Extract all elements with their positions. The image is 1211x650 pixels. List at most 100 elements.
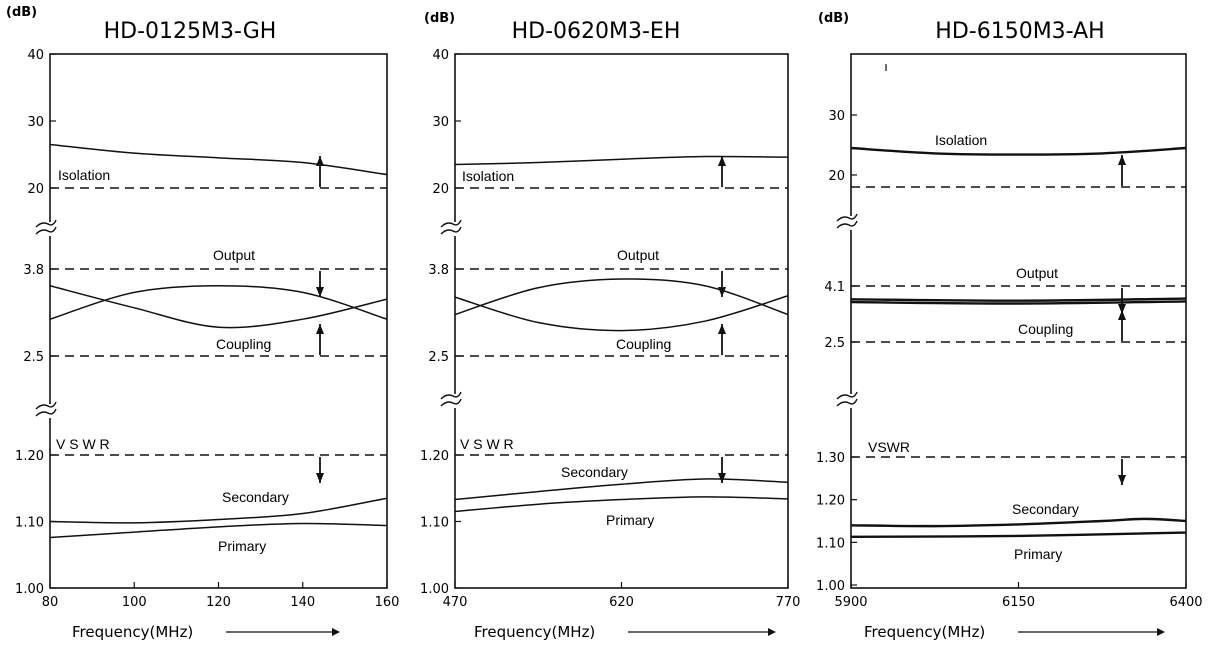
- series-line-vswr-primary: [49, 522, 388, 539]
- y-tick-label: 1.10: [420, 516, 449, 531]
- axis-break-mark: [440, 398, 462, 407]
- axis-break-mark: [440, 226, 462, 235]
- chart-hd-0125m3-gh: (dB) HD-0125M3-GH 80 100 120 140 160 Frequency(…: [6, 5, 399, 641]
- spec-arrow-up-head: [316, 324, 324, 334]
- series-line-vswr-primary: [850, 531, 1187, 538]
- y-tick-label: 30: [432, 115, 449, 130]
- x-axis-arrow-head: [1157, 628, 1165, 636]
- chart-hd-0620m3-eh: (dB) HD-0620M3-EH 470 620 770 Frequency(MHz) 4…: [420, 11, 800, 641]
- spec-arrow-up-head: [1118, 155, 1126, 165]
- y-tick-label: 40: [432, 48, 449, 63]
- y-tick-label: 20: [828, 169, 845, 184]
- axis-break-mark: [35, 401, 57, 410]
- unit-label: (dB): [818, 11, 849, 26]
- spec-arrow-up-head: [1118, 310, 1126, 320]
- x-axis-label: Frequency(MHz): [474, 623, 595, 641]
- series-label-output: Output: [617, 247, 659, 263]
- x-tick-label: 5900: [834, 595, 867, 610]
- spec-arrow-down-head: [1118, 475, 1126, 485]
- x-axis-arrow-head: [768, 628, 776, 636]
- series-line-coupling-output: [49, 285, 388, 329]
- series-label-primary: Primary: [606, 512, 654, 528]
- y-tick-label: 1.30: [816, 451, 845, 466]
- series-label-isolation: Isolation: [462, 168, 514, 184]
- y-tick-label: 2.5: [824, 336, 845, 351]
- spec-arrow-down-head: [316, 287, 324, 297]
- y-tick-label: 3.8: [428, 263, 449, 278]
- series-line-coupling-coupling: [454, 278, 789, 316]
- series-label-output: Output: [1016, 265, 1058, 281]
- spec-arrow-up-head: [316, 156, 324, 166]
- series-label-coupling: Coupling: [616, 336, 671, 352]
- series-line-vswr-primary: [454, 496, 789, 513]
- series-line-vswr-secondary: [850, 517, 1187, 528]
- x-tick-label: 6400: [1169, 595, 1202, 610]
- y-tick-label: 1.20: [420, 449, 449, 464]
- series-line-vswr-secondary: [454, 478, 789, 501]
- series-label-secondary: Secondary: [1012, 501, 1079, 517]
- x-axis-arrow-head: [332, 628, 340, 636]
- series-label-coupling: Coupling: [1018, 321, 1073, 337]
- axis-break-mark: [836, 213, 858, 222]
- x-axis-label: Frequency(MHz): [864, 623, 985, 641]
- y-tick-label: 1.00: [420, 582, 449, 597]
- x-tick-label: 80: [42, 595, 59, 610]
- axis-break-mark: [440, 391, 462, 400]
- y-tick-label: 20: [432, 182, 449, 197]
- spec-arrow-up-head: [718, 324, 726, 334]
- series-label-coupling: Coupling: [216, 336, 271, 352]
- axis-break-mark: [440, 219, 462, 228]
- y-tick-label: 30: [27, 115, 44, 130]
- series-line-coupling-coupling: [850, 300, 1187, 305]
- chart-title: HD-0125M3-GH: [104, 19, 277, 44]
- x-axis-label: Frequency(MHz): [72, 623, 193, 641]
- y-tick-label: 1.00: [15, 582, 44, 597]
- axis-break-mark: [836, 220, 858, 229]
- series-line-isolation: [454, 155, 789, 166]
- series-label-primary: Primary: [218, 538, 266, 554]
- y-tick-label: 40: [27, 48, 44, 63]
- x-tick-label: 120: [206, 595, 231, 610]
- series-line-coupling-output: [454, 295, 789, 332]
- series-line-isolation: [49, 143, 388, 176]
- y-tick-label: 20: [27, 182, 44, 197]
- x-tick-label: 620: [609, 595, 634, 610]
- chart-panel-1: (dB) HD-0125M3-GH 80 100 120 140 160 Frequency(…: [0, 0, 400, 650]
- y-tick-label: 1.20: [816, 494, 845, 509]
- y-tick-label: 1.10: [15, 516, 44, 531]
- y-tick-label: 1.20: [15, 449, 44, 464]
- y-tick-label: 30: [828, 109, 845, 124]
- chart-panel-2: (dB) HD-0620M3-EH 470 620 770 Frequency(MHz) 4…: [400, 0, 800, 650]
- y-tick-label: 1.00: [816, 579, 845, 594]
- series-label-primary: Primary: [1014, 546, 1062, 562]
- series-label-v-s-w-r: V S W R: [460, 436, 514, 452]
- unit-label: (dB): [6, 5, 37, 20]
- y-tick-label: 2.5: [428, 350, 449, 365]
- plot-frame: [454, 53, 789, 589]
- series-label-isolation: Isolation: [935, 132, 987, 148]
- axis-break-mark: [836, 391, 858, 400]
- y-tick-label: 1.10: [816, 536, 845, 551]
- axis-break-mark: [35, 408, 57, 417]
- series-label-vswr: VSWR: [868, 439, 910, 455]
- x-tick-label: 6150: [1002, 595, 1035, 610]
- series-line-vswr-secondary: [49, 497, 388, 524]
- x-tick-label: 100: [122, 595, 147, 610]
- x-tick-label: 470: [443, 595, 468, 610]
- axis-break-mark: [836, 398, 858, 407]
- series-label-v-s-w-r: V S W R: [56, 436, 110, 452]
- spec-arrow-up-head: [718, 156, 726, 166]
- series-line-isolation-isolation: [850, 146, 1187, 156]
- spec-arrow-down-head: [718, 473, 726, 483]
- series-label-output: Output: [213, 247, 255, 263]
- axis-break-mark: [35, 226, 57, 235]
- y-tick-label: 3.8: [23, 263, 44, 278]
- chart-panel-3: (dB) HD-6150M3-AH 5900 6150 6400 Frequency(MH…: [800, 0, 1211, 650]
- chart-title: HD-6150M3-AH: [935, 19, 1104, 44]
- chart-hd-6150m3-ah: (dB) HD-6150M3-AH 5900 6150 6400 Frequency(MH…: [816, 11, 1203, 641]
- unit-label: (dB): [424, 11, 455, 26]
- series-label-isolation: Isolation: [58, 167, 110, 183]
- spec-arrow-down-head: [1118, 304, 1126, 314]
- y-tick-label: 2.5: [23, 350, 44, 365]
- series-line-coupling-output: [850, 297, 1187, 302]
